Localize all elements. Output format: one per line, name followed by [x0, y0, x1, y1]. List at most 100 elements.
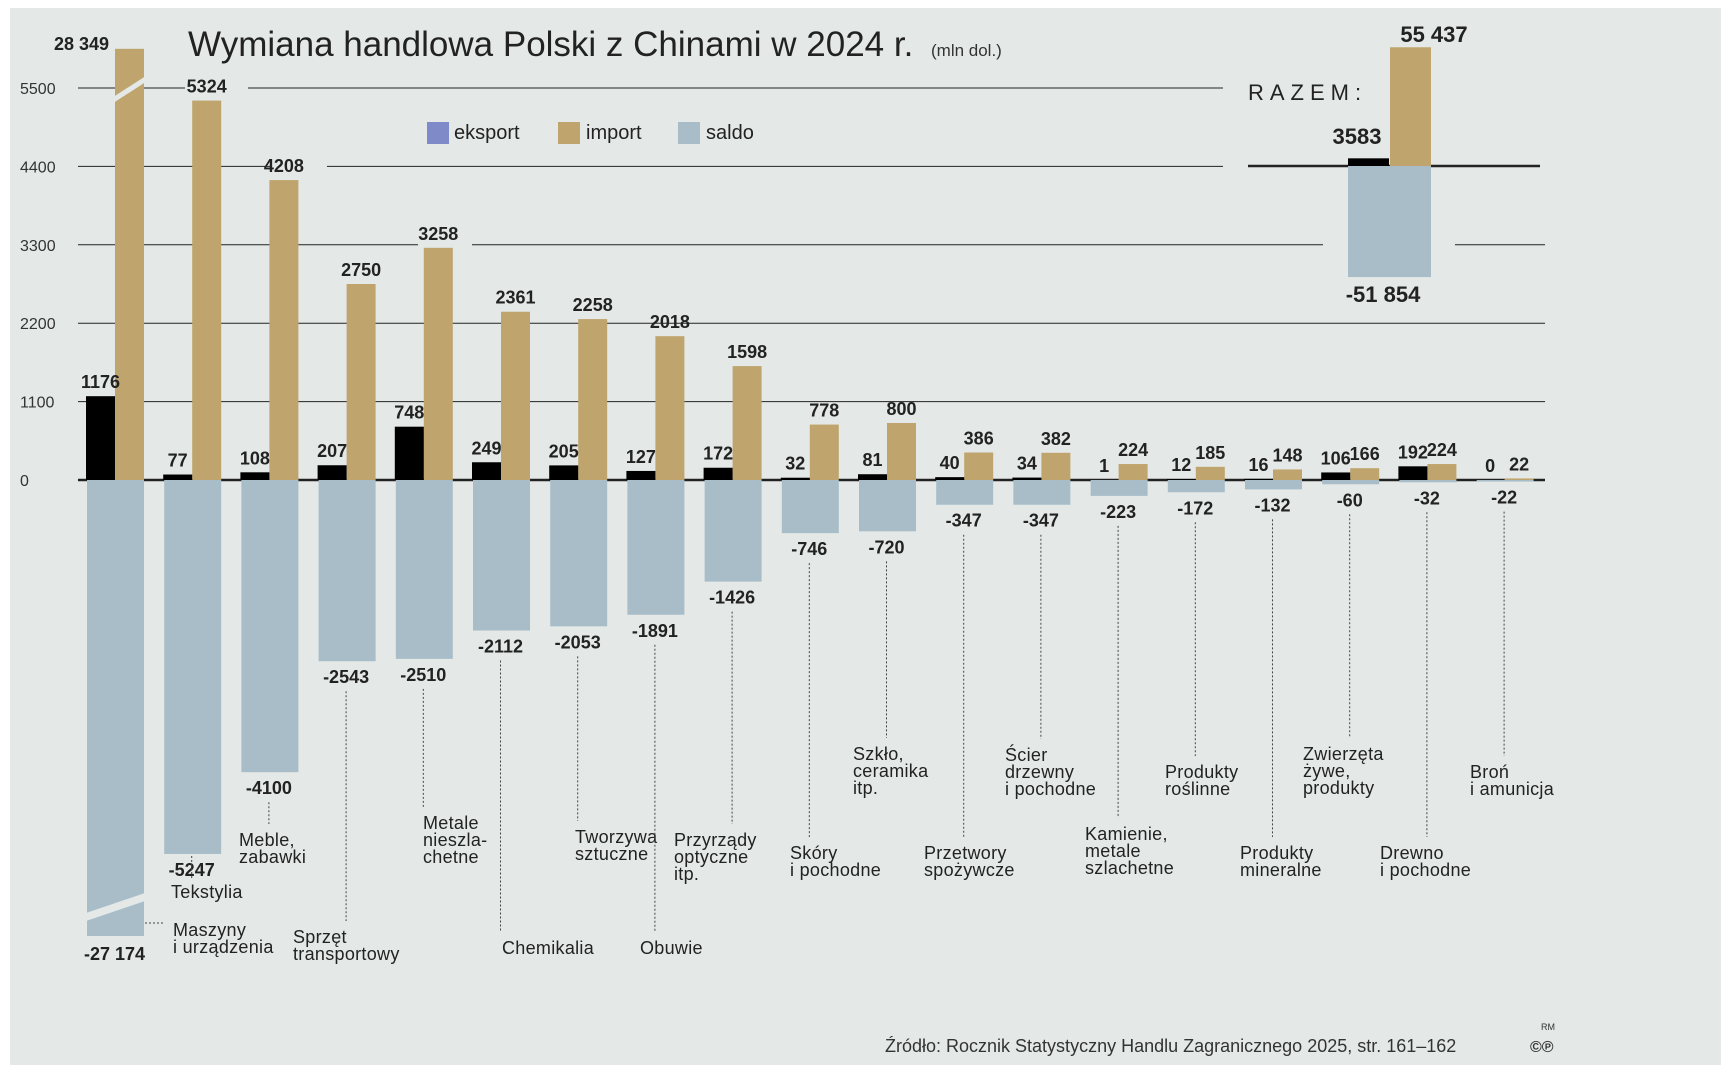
import-bar	[346, 284, 376, 480]
saldo-bar	[627, 480, 685, 615]
saldo-bar	[473, 480, 530, 631]
category-group	[163, 100, 222, 854]
saldo-bar	[1167, 480, 1225, 493]
import-bar	[423, 247, 453, 480]
export-value-label: 1	[1099, 456, 1109, 476]
category-label: żywe,	[1303, 761, 1351, 781]
import-bar	[1118, 464, 1148, 480]
category-label: i urządzenia	[173, 937, 274, 957]
import-value-label: 1598	[727, 342, 767, 362]
chart-title: Wymiana handlowa Polski z Chinami w 2024…	[188, 25, 913, 64]
category-label: i pochodne	[790, 860, 881, 880]
import-value-label: 800	[886, 399, 916, 419]
category-group	[1321, 468, 1380, 485]
saldo-bar	[87, 480, 144, 936]
category-label: itp.	[674, 864, 699, 884]
chart-subtitle: (mln dol.)	[931, 41, 1002, 60]
category-label: Broń	[1470, 762, 1509, 782]
import-bar	[501, 311, 530, 480]
category-label: i pochodne	[1005, 779, 1096, 799]
import-value-label: 224	[1118, 440, 1148, 460]
export-bar	[240, 472, 270, 480]
export-bar	[1398, 466, 1428, 480]
category-label: itp.	[853, 778, 878, 798]
saldo-bar	[859, 480, 916, 532]
category-label: nieszla-	[423, 830, 487, 850]
category-label: szlachetne	[1085, 858, 1174, 878]
category-group	[240, 180, 299, 773]
export-bar	[163, 474, 193, 480]
import-bar	[1350, 468, 1380, 480]
export-value-label: 32	[785, 454, 805, 474]
bars	[86, 48, 1534, 936]
export-value-label: 127	[626, 447, 656, 467]
saldo-value-label: -132	[1254, 495, 1290, 515]
category-group	[472, 311, 530, 631]
category-label: Metale	[423, 813, 479, 833]
import-bar	[809, 424, 839, 480]
import-value-label: 224	[1427, 440, 1457, 460]
category-label: zabawki	[239, 847, 306, 867]
saldo-bar	[1399, 480, 1457, 483]
category-label: metale	[1085, 841, 1141, 861]
saldo-bar	[1322, 480, 1380, 485]
legend-swatch-eksport	[427, 122, 449, 144]
category-group	[86, 48, 145, 936]
import-value-label: 22	[1509, 454, 1529, 474]
saldo-value-label: -2510	[400, 665, 446, 685]
category-group	[858, 422, 916, 532]
import-bar	[1273, 469, 1302, 480]
category-label: Przyrządy	[674, 830, 757, 850]
y-tick-label: 1100	[20, 395, 55, 412]
trade-chart: 0 1100 2200 3300 4400 5500 1176 28 349 -27 174 M…	[20, 22, 1555, 1056]
import-bar	[732, 366, 762, 480]
saldo-bar	[164, 480, 222, 854]
saldo-value-label: -32	[1414, 488, 1440, 508]
total-import-bar	[1390, 47, 1431, 166]
import-value-label: 166	[1350, 444, 1380, 464]
import-bar	[655, 336, 685, 480]
gridlines: 0 1100 2200 3300 4400 5500	[20, 81, 1545, 490]
export-bar	[1012, 477, 1042, 480]
category-label: Drewno	[1380, 843, 1444, 863]
import-bar	[269, 180, 299, 481]
category-label: Produkty	[1165, 762, 1238, 782]
y-tick-label: 3300	[20, 238, 56, 255]
export-bar	[1166, 479, 1196, 480]
import-value-label: 2361	[495, 288, 535, 308]
saldo-value-label: -1426	[709, 588, 755, 608]
category-label: Produkty	[1240, 843, 1313, 863]
export-value-label: 106	[1321, 448, 1351, 468]
saldo-value-label: -2543	[323, 667, 369, 687]
legend-swatch-import	[558, 122, 580, 144]
category-label: sztuczne	[575, 844, 648, 864]
total-export-label: 3583	[1333, 124, 1382, 149]
saldo-value-label: -2053	[555, 632, 601, 652]
import-bar	[1504, 478, 1534, 480]
export-bar	[858, 474, 887, 480]
category-group	[1012, 452, 1071, 505]
category-label: i pochodne	[1380, 860, 1471, 880]
import-bar	[578, 319, 608, 480]
category-label: ceramika	[853, 761, 929, 781]
export-bar	[317, 465, 347, 480]
category-label: produkty	[1303, 778, 1374, 798]
axis-break-mark	[86, 893, 145, 921]
export-bar	[780, 477, 810, 480]
export-bar	[626, 470, 656, 480]
legend-label-import: import	[586, 122, 642, 144]
category-label: Szkło,	[853, 744, 904, 764]
author-signature: RM	[1541, 1022, 1555, 1032]
saldo-bar	[1476, 480, 1534, 482]
saldo-value-label: -4100	[246, 778, 292, 798]
export-bar	[549, 465, 579, 480]
export-value-label: 192	[1398, 442, 1428, 462]
saldo-value-label: -172	[1177, 498, 1213, 518]
import-bar	[1041, 452, 1071, 480]
import-value-label: 2258	[573, 295, 613, 315]
category-group	[549, 319, 608, 627]
import-bar	[1427, 464, 1457, 480]
saldo-value-label: -223	[1100, 502, 1136, 522]
saldo-bar	[1090, 480, 1148, 496]
export-value-label: 12	[1171, 455, 1191, 475]
